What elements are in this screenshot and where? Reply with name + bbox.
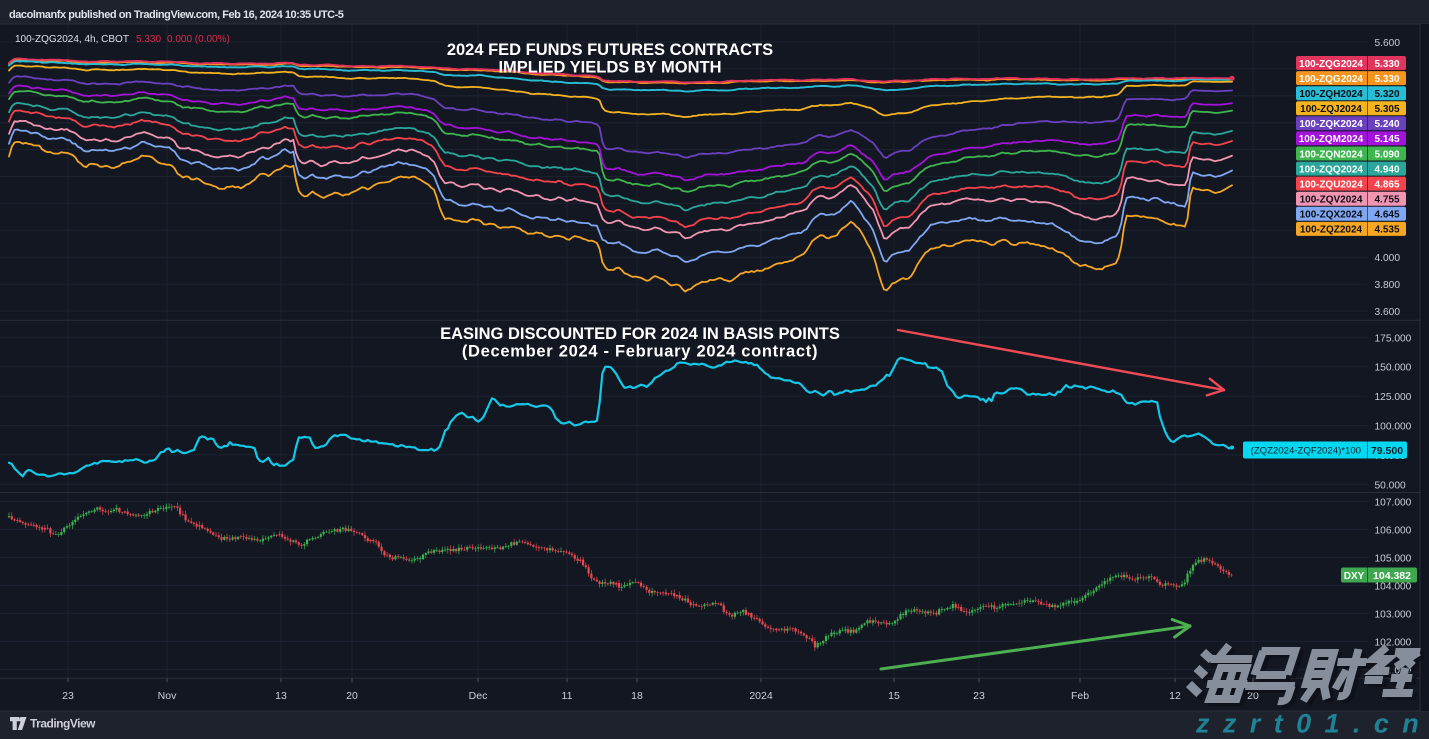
svg-text:125.000: 125.000 <box>1375 392 1412 403</box>
svg-text:104.000: 104.000 <box>1375 581 1412 592</box>
svg-text:0.000 (0.00%): 0.000 (0.00%) <box>167 34 230 45</box>
svg-text:100-ZQH2024: 100-ZQH2024 <box>1299 89 1363 100</box>
svg-text:79.500: 79.500 <box>1371 445 1403 457</box>
svg-text:106.000: 106.000 <box>1375 525 1412 536</box>
svg-text:18: 18 <box>631 690 643 702</box>
svg-text:100-ZQX2024: 100-ZQX2024 <box>1300 210 1363 221</box>
svg-text:5.320: 5.320 <box>1374 89 1399 100</box>
svg-text:23: 23 <box>973 690 985 702</box>
svg-text:3.800: 3.800 <box>1375 280 1401 291</box>
svg-text:TradingView: TradingView <box>30 717 96 731</box>
svg-text:2024 FED FUNDS FUTURES CONTRAC: 2024 FED FUNDS FUTURES CONTRACTS <box>447 41 773 59</box>
svg-text:5.330: 5.330 <box>136 34 161 45</box>
svg-text:DXY: DXY <box>1344 571 1365 582</box>
svg-text:100-ZQK2024: 100-ZQK2024 <box>1299 119 1363 130</box>
svg-text:100-ZQG2024, 4h, CBOT: 100-ZQG2024, 4h, CBOT <box>15 34 129 45</box>
svg-text:107.000: 107.000 <box>1375 497 1412 508</box>
svg-text:IMPLIED YIELDS BY MONTH: IMPLIED YIELDS BY MONTH <box>498 59 721 77</box>
svg-text:5.330: 5.330 <box>1374 74 1399 85</box>
svg-text:100-ZQG2024: 100-ZQG2024 <box>1299 74 1363 85</box>
svg-text:EASING DISCOUNTED FOR 2024 IN: EASING DISCOUNTED FOR 2024 IN BASIS POIN… <box>440 325 840 343</box>
svg-text:150.000: 150.000 <box>1375 363 1412 374</box>
svg-text:12: 12 <box>1169 690 1181 702</box>
svg-text:102.000: 102.000 <box>1375 637 1412 648</box>
svg-text:5.305: 5.305 <box>1374 104 1399 115</box>
svg-text:103.000: 103.000 <box>1375 609 1412 620</box>
svg-text:5.145: 5.145 <box>1374 134 1399 145</box>
svg-text:100-ZQQ2024: 100-ZQQ2024 <box>1299 164 1363 175</box>
svg-text:100-ZQZ2024: 100-ZQZ2024 <box>1300 225 1363 236</box>
svg-text:Feb: Feb <box>1071 690 1089 702</box>
svg-text:23: 23 <box>62 690 74 702</box>
svg-text:3.600: 3.600 <box>1375 307 1401 318</box>
svg-text:4.535: 4.535 <box>1374 225 1399 236</box>
svg-text:50.000: 50.000 <box>1375 480 1406 491</box>
svg-text:Dec: Dec <box>469 690 488 702</box>
svg-text:4.865: 4.865 <box>1374 179 1399 190</box>
svg-text:5.600: 5.600 <box>1375 38 1401 49</box>
svg-text:5.330: 5.330 <box>1374 59 1399 70</box>
svg-text:Nov: Nov <box>158 690 177 702</box>
svg-text:104.382: 104.382 <box>1373 570 1411 582</box>
svg-text:4.755: 4.755 <box>1374 195 1399 206</box>
svg-text:100.000: 100.000 <box>1375 422 1412 433</box>
svg-text:(December 2024 - February 2024: (December 2024 - February 2024 contract) <box>462 343 818 361</box>
svg-text:100-ZQN2024: 100-ZQN2024 <box>1299 149 1363 160</box>
svg-text:(ZQZ2024-ZQF2024)*100: (ZQZ2024-ZQF2024)*100 <box>1251 446 1361 457</box>
svg-text:100-ZQM2024: 100-ZQM2024 <box>1299 134 1364 145</box>
svg-text:zzrt01.cn: zzrt01.cn <box>1195 709 1429 739</box>
svg-text:11: 11 <box>562 690 573 702</box>
svg-text:4.645: 4.645 <box>1374 210 1399 221</box>
svg-text:4.940: 4.940 <box>1374 164 1399 175</box>
svg-text:20: 20 <box>1247 690 1259 702</box>
svg-text:100-ZQJ2024: 100-ZQJ2024 <box>1300 104 1362 115</box>
svg-text:100-ZQV2024: 100-ZQV2024 <box>1300 195 1363 206</box>
svg-text:2024: 2024 <box>749 690 773 702</box>
svg-text:5.090: 5.090 <box>1374 149 1399 160</box>
svg-text:20: 20 <box>346 690 358 702</box>
svg-text:4.000: 4.000 <box>1375 253 1401 264</box>
svg-text:15: 15 <box>888 690 900 702</box>
svg-text:175.000: 175.000 <box>1375 333 1412 344</box>
svg-text:100-ZQG2024: 100-ZQG2024 <box>1299 59 1363 70</box>
svg-text:13: 13 <box>275 690 287 702</box>
svg-text:105.000: 105.000 <box>1375 553 1412 564</box>
svg-text:5.240: 5.240 <box>1374 119 1399 130</box>
svg-text:dacolmanfx published on Tradin: dacolmanfx published on TradingView.com,… <box>9 9 344 21</box>
svg-text:100-ZQU2024: 100-ZQU2024 <box>1299 179 1363 190</box>
